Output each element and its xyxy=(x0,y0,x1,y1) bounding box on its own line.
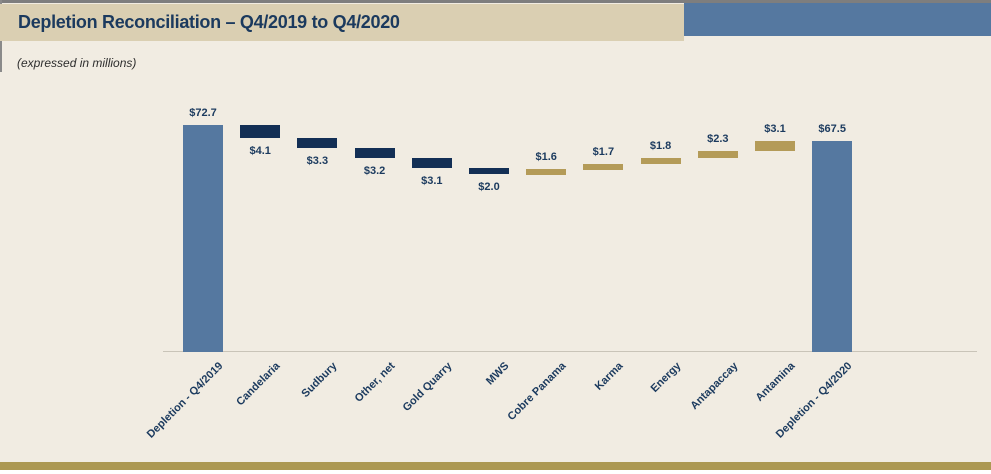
waterfall-bar-increase xyxy=(640,158,681,165)
waterfall-bar-decrease xyxy=(297,137,338,149)
category-label: Karma xyxy=(593,360,626,393)
bar-value-label: $1.8 xyxy=(649,140,672,153)
waterfall-bar-decrease xyxy=(469,167,509,175)
header-band: Depletion Reconciliation – Q4/2019 to Q4… xyxy=(0,4,684,41)
bar-value-label: $1.6 xyxy=(535,151,557,164)
top-border-line xyxy=(0,0,991,3)
x-axis-line xyxy=(163,351,977,352)
waterfall-bar-total xyxy=(812,141,853,352)
category-label: Depletion - Q4/2020 xyxy=(773,360,855,441)
bar-value-label: $3.2 xyxy=(363,165,386,178)
category-label: Energy xyxy=(648,360,684,395)
bar-value-label: $72.7 xyxy=(189,107,217,120)
units-note: (expressed in millions) xyxy=(17,56,137,70)
category-label: MWS xyxy=(483,360,512,388)
bar-value-label: $4.1 xyxy=(249,144,271,157)
waterfall-chart: $72.7 Depletion - Q4/2019 $4.1 Candelaria $3… xyxy=(145,107,977,441)
waterfall-bar-total xyxy=(183,125,223,352)
bar-value-label: $3.3 xyxy=(306,155,329,168)
waterfall-bar-increase xyxy=(583,163,624,170)
waterfall-bar-increase xyxy=(526,169,567,176)
bar-value-label: $2.3 xyxy=(707,133,729,146)
page-title: Depletion Reconciliation – Q4/2019 to Q4… xyxy=(18,12,400,32)
category-label: Antapaccay xyxy=(688,360,741,413)
footer-band xyxy=(0,462,991,470)
category-label: Sudbury xyxy=(299,360,340,401)
waterfall-bar-increase xyxy=(697,151,738,159)
bar-value-label: $2.0 xyxy=(478,181,500,194)
category-label: Cobre Panama xyxy=(505,360,569,423)
bar-value-label: $1.7 xyxy=(592,145,615,158)
header-accent-block xyxy=(684,3,991,36)
bar-value-label: $3.1 xyxy=(764,123,786,136)
waterfall-bar-increase xyxy=(755,141,795,152)
waterfall-bar-decrease xyxy=(240,125,281,138)
waterfall-bar-decrease xyxy=(354,148,395,159)
category-label: Candelaria xyxy=(234,360,283,409)
bar-value-label: $3.1 xyxy=(421,174,443,187)
bar-value-label: $67.5 xyxy=(818,123,846,136)
category-label: Antamina xyxy=(753,360,798,404)
category-label: Gold Quarry xyxy=(400,360,455,414)
category-label: Depletion - Q4/2019 xyxy=(144,360,226,441)
category-label: Other, net xyxy=(352,360,398,405)
waterfall-bar-decrease xyxy=(411,158,452,168)
